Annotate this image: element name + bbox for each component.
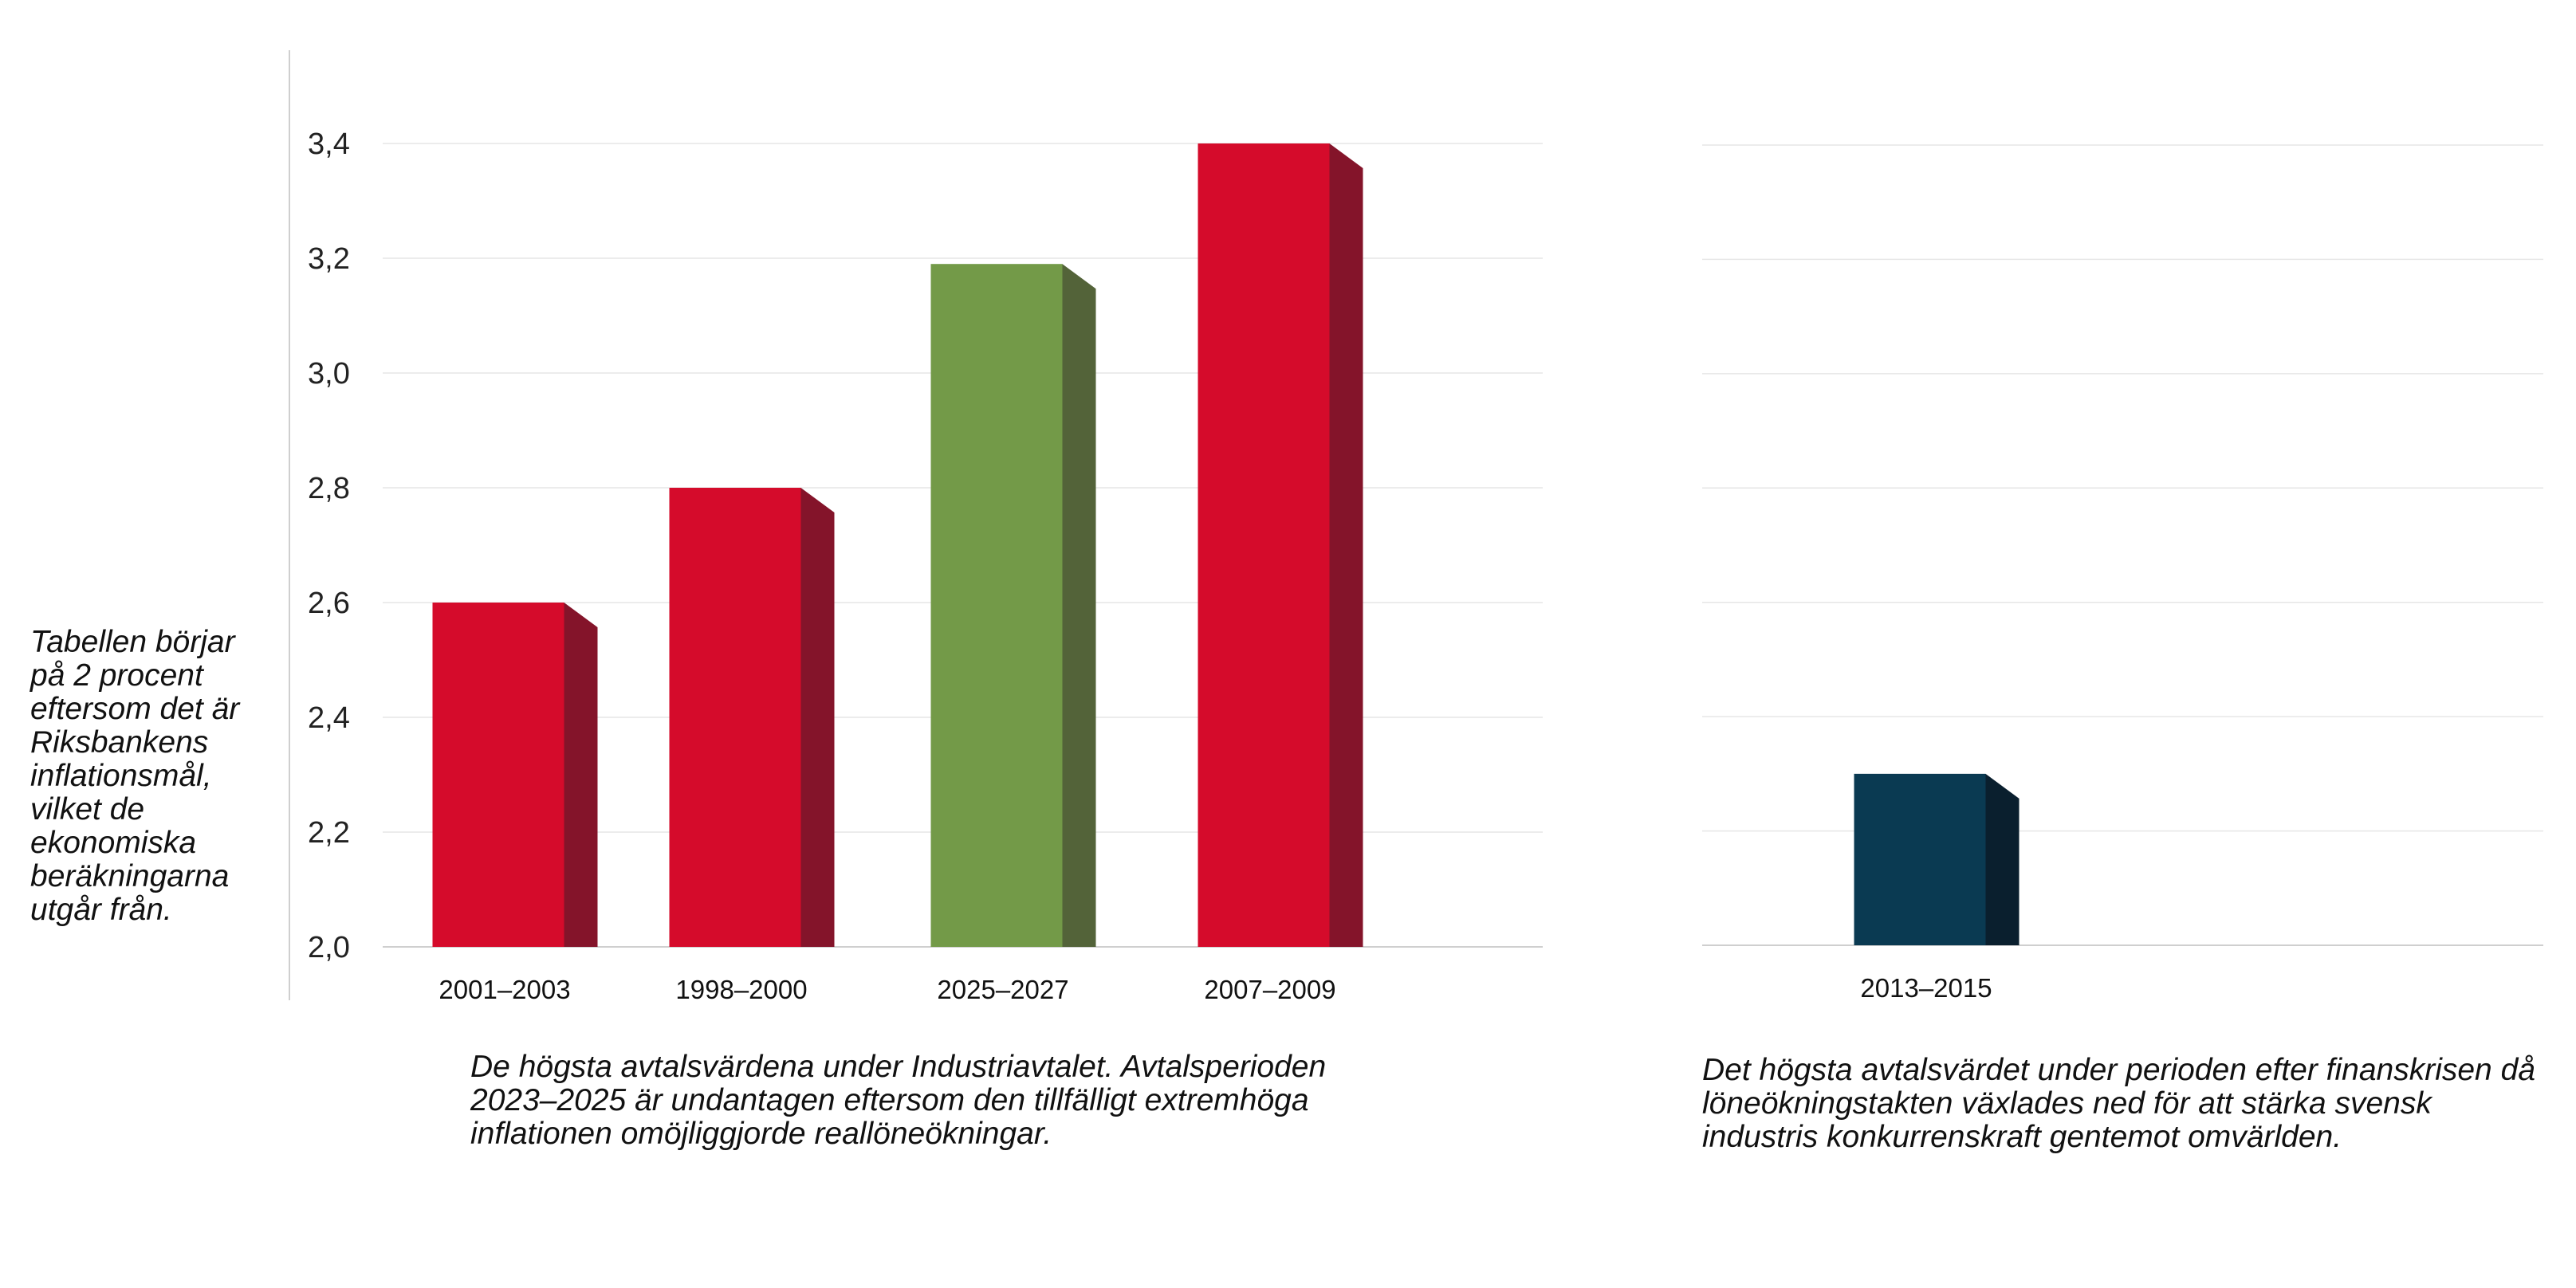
- bar-2001–2003: [432, 603, 564, 947]
- bars: [432, 143, 2020, 947]
- bar-2025–2027: [930, 264, 1063, 947]
- side-note: Tabellen börjar på 2 procent eftersom de…: [30, 625, 240, 927]
- bar-2013–2015: [1854, 773, 1986, 945]
- y-tick-label: 3,0: [308, 357, 350, 391]
- y-tick-label: 3,2: [308, 242, 350, 276]
- x-tick-label: 2007–2009: [1204, 975, 1335, 1004]
- caption-right: Det högsta avtalsvärdet under perioden e…: [1702, 1053, 2535, 1154]
- x-tick-label: 2001–2003: [439, 975, 570, 1004]
- x-tick-label: 2013–2015: [1860, 973, 1992, 1003]
- bar-2007–2009: [1198, 143, 1330, 947]
- y-tick-label: 2,0: [308, 931, 350, 964]
- bar-side-2025–2027: [1062, 264, 1096, 947]
- x-tick-labels: 2001–2003 1998–2000 2025–2027 2007–2009 2013…: [439, 973, 1992, 1004]
- bar-side-2001–2003: [564, 603, 598, 947]
- y-tick-label: 2,8: [308, 472, 350, 505]
- gridlines-right: [1702, 144, 2543, 946]
- caption-left: De högsta avtalsvärdena under Industriav…: [470, 1050, 1327, 1151]
- x-tick-label: 2025–2027: [937, 975, 1068, 1004]
- bar-side-1998–2000: [800, 488, 835, 947]
- y-tick-label: 2,4: [308, 701, 350, 735]
- y-tick-label: 2,6: [308, 587, 350, 620]
- y-tick-label: 3,4: [308, 128, 350, 161]
- bar-side-2007–2009: [1329, 143, 1363, 947]
- bar-1998–2000: [669, 488, 801, 947]
- bar-side-2013–2015: [1985, 773, 2020, 945]
- y-tick-label: 2,2: [308, 816, 350, 850]
- x-tick-label: 1998–2000: [675, 975, 807, 1004]
- y-tick-labels: 2,0 2,2 2,4 2,6 2,8 3,0 3,2 3,4: [308, 128, 350, 964]
